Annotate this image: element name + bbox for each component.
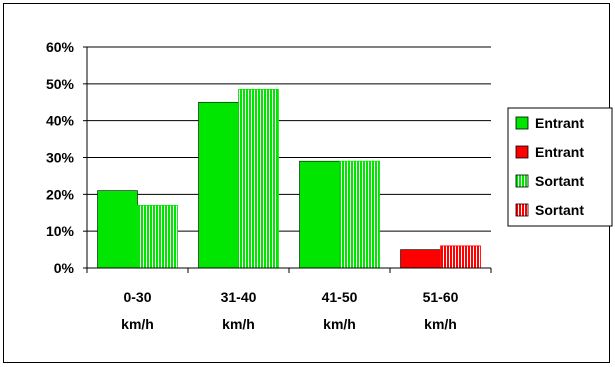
y-tick-label: 50%: [46, 76, 75, 92]
legend-label: Sortant: [535, 173, 584, 189]
x-tick-label: 51-60: [423, 289, 459, 305]
legend-swatch: [515, 145, 529, 159]
bar-sortant-3-2: [238, 88, 279, 269]
x-tick-label: 31-40: [221, 289, 257, 305]
y-tick-label: 20%: [46, 186, 75, 202]
gridlines: [87, 46, 491, 232]
axes: [83, 46, 492, 273]
legend-swatch: [515, 174, 529, 188]
x-tick-label: km/h: [323, 316, 356, 332]
legend-label: Entrant: [535, 144, 584, 160]
y-axis-tick-labels: 0% 10% 20% 30% 40% 50% 60%: [46, 39, 75, 276]
legend: Entrant Entrant Sortant Sortant: [507, 107, 613, 227]
bar-entrant-2-4: [400, 249, 441, 269]
x-tick-label: 0-30: [123, 289, 151, 305]
legend-swatch: [515, 116, 529, 130]
x-axis-tick-labels: 0-30 km/h 31-40 km/h 41-50 km/h 51-60 km/h: [121, 289, 458, 332]
bar-sortant-4-4: [440, 245, 481, 269]
legend-label: Sortant: [535, 202, 584, 218]
y-tick-label: 40%: [46, 113, 75, 129]
bar-entrant-1-3: [299, 160, 340, 269]
x-tick-label: km/h: [424, 316, 457, 332]
y-tick-label: 0%: [54, 260, 75, 276]
x-tick-label: 41-50: [322, 289, 358, 305]
y-tick-label: 60%: [46, 39, 75, 55]
legend-swatch: [515, 203, 529, 217]
legend-label: Entrant: [535, 115, 584, 131]
x-tick-label: km/h: [222, 316, 255, 332]
bar-entrant-1-2: [198, 101, 239, 269]
x-tick-label: km/h: [121, 316, 154, 332]
y-tick-label: 30%: [46, 150, 75, 166]
bar-entrant-1-1: [97, 190, 138, 269]
bars: [97, 88, 481, 269]
bar-sortant-3-3: [339, 160, 380, 269]
bar-sortant-3-1: [137, 204, 178, 269]
y-tick-label: 10%: [46, 223, 75, 239]
